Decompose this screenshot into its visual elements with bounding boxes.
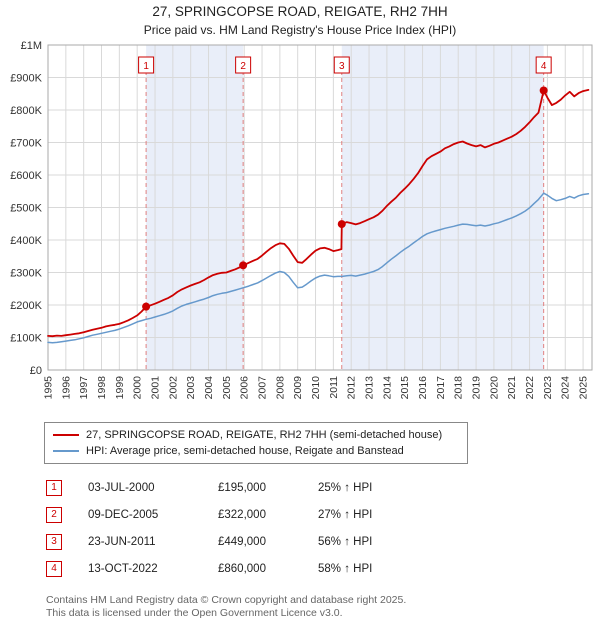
svg-text:2024: 2024 [560, 376, 572, 400]
svg-text:2001: 2001 [150, 376, 162, 400]
sale-date: 09-DEC-2005 [88, 508, 159, 521]
svg-text:2000: 2000 [132, 376, 144, 400]
red-line-swatch [53, 434, 79, 436]
svg-text:£500K: £500K [10, 203, 42, 215]
svg-text:2023: 2023 [542, 376, 554, 400]
svg-text:2008: 2008 [274, 376, 286, 400]
sale-number-badge: 1 [46, 479, 62, 496]
svg-text:2015: 2015 [399, 376, 411, 400]
sale-number-badge: 2 [46, 506, 62, 523]
svg-text:4: 4 [541, 61, 547, 72]
axis-labels: £0 £100K £200K £300K £400K £500K £600K £700K £80… [10, 40, 589, 399]
svg-text:2: 2 [240, 61, 246, 72]
sale-dashed-lines [145, 57, 545, 370]
svg-text:£400K: £400K [10, 235, 42, 247]
svg-text:2018: 2018 [453, 376, 465, 400]
svg-text:2012: 2012 [346, 376, 358, 400]
svg-text:£800K: £800K [10, 105, 42, 117]
legend-label-property: 27, SPRINGCOPSE ROAD, REIGATE, RH2 7HH (… [86, 429, 443, 441]
sale-row-1: 1 03-JUL-2000 £195,000 25% ↑ HPI [46, 474, 600, 501]
footer-line-1: Contains HM Land Registry data © Crown c… [46, 594, 407, 606]
sale-point-markers [142, 86, 548, 311]
chart-subtitle: Price paid vs. HM Land Registry's House … [144, 23, 456, 37]
svg-text:2014: 2014 [381, 376, 393, 400]
sale-hpi-change: 58% ↑ HPI [318, 562, 373, 575]
sales-table: 1 03-JUL-2000 £195,000 25% ↑ HPI 2 09-DE… [46, 474, 600, 582]
blue-line-swatch [53, 450, 79, 452]
sale-price: £449,000 [218, 535, 266, 548]
svg-text:2021: 2021 [506, 376, 518, 400]
svg-text:2006: 2006 [239, 376, 251, 400]
svg-text:2022: 2022 [524, 376, 536, 400]
svg-text:2003: 2003 [185, 376, 197, 400]
footer-line-2: This data is licensed under the Open Gov… [46, 607, 343, 620]
svg-text:2002: 2002 [167, 376, 179, 400]
svg-text:1995: 1995 [43, 376, 55, 400]
sale-row-2: 2 09-DEC-2005 £322,000 27% ↑ HPI [46, 501, 600, 528]
sale-date: 13-OCT-2022 [88, 562, 158, 575]
price-chart[interactable]: £0 £100K £200K £300K £400K £500K £600K £700K £80… [0, 0, 600, 420]
svg-text:2020: 2020 [488, 376, 500, 400]
sale-hpi-change: 27% ↑ HPI [318, 508, 373, 521]
svg-text:£600K: £600K [10, 170, 42, 182]
svg-text:2017: 2017 [435, 376, 447, 400]
svg-text:£300K: £300K [10, 268, 42, 280]
sale-price: £195,000 [218, 481, 266, 494]
svg-text:1: 1 [143, 61, 149, 72]
sale-date: 23-JUN-2011 [88, 535, 156, 548]
svg-text:2013: 2013 [364, 376, 376, 400]
svg-text:2007: 2007 [257, 376, 269, 400]
sale-row-3: 3 23-JUN-2011 £449,000 56% ↑ HPI [46, 528, 600, 555]
sale-hpi-change: 56% ↑ HPI [318, 535, 373, 548]
chart-title: 27, SPRINGCOPSE ROAD, REIGATE, RH2 7HH [152, 4, 447, 19]
svg-text:3: 3 [339, 61, 345, 72]
svg-text:2025: 2025 [578, 376, 590, 400]
svg-text:1996: 1996 [60, 376, 72, 400]
legend-entry-hpi: HPI: Average price, semi-detached house,… [53, 443, 459, 459]
svg-text:£200K: £200K [10, 300, 42, 312]
svg-text:2010: 2010 [310, 376, 322, 400]
legend-label-hpi: HPI: Average price, semi-detached house,… [86, 445, 404, 457]
series-lines [47, 89, 590, 344]
svg-text:2004: 2004 [203, 376, 215, 400]
svg-text:£900K: £900K [10, 73, 42, 85]
svg-text:£100K: £100K [10, 333, 42, 345]
svg-text:2011: 2011 [328, 376, 340, 399]
sale-number-flags: 1 2 3 4 [138, 56, 552, 74]
license-footer: Contains HM Land Registry data © Crown c… [46, 594, 600, 620]
svg-text:£1M: £1M [21, 40, 42, 52]
svg-text:£0: £0 [30, 365, 42, 377]
sale-number-badge: 4 [46, 560, 62, 577]
sale-hpi-change: 25% ↑ HPI [318, 481, 373, 494]
svg-text:2019: 2019 [471, 376, 483, 400]
svg-text:1997: 1997 [78, 376, 90, 400]
svg-text:1999: 1999 [114, 376, 126, 400]
svg-text:2009: 2009 [292, 376, 304, 400]
svg-text:2016: 2016 [417, 376, 429, 400]
svg-text:£700K: £700K [10, 138, 42, 150]
sale-date: 03-JUL-2000 [88, 481, 155, 494]
legend-entry-property: 27, SPRINGCOPSE ROAD, REIGATE, RH2 7HH (… [53, 427, 459, 443]
svg-text:2005: 2005 [221, 376, 233, 400]
sale-row-4: 4 13-OCT-2022 £860,000 58% ↑ HPI [46, 555, 600, 582]
svg-text:1998: 1998 [96, 376, 108, 400]
sale-price: £322,000 [218, 508, 266, 521]
sale-number-badge: 3 [46, 533, 62, 550]
sale-price: £860,000 [218, 562, 266, 575]
chart-legend: 27, SPRINGCOPSE ROAD, REIGATE, RH2 7HH (… [44, 422, 468, 464]
